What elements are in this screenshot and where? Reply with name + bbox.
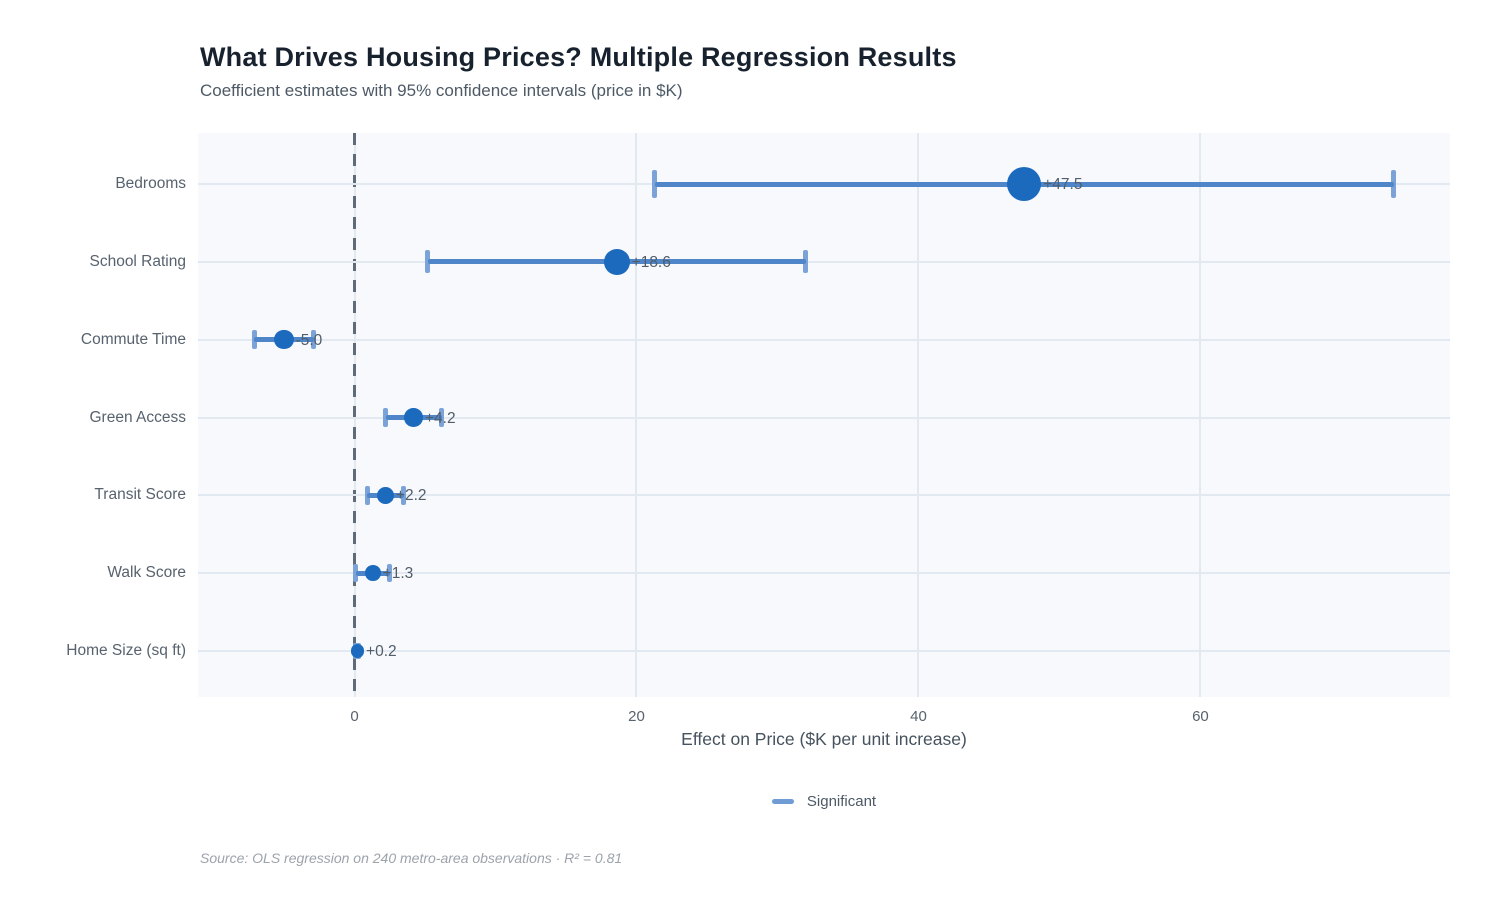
estimate-value-label: +2.2 [395,487,427,505]
x-axis-tick-label: 20 [628,708,645,725]
x-axis-tick-label: 40 [910,708,927,725]
estimate-value-label: -5.0 [295,331,323,349]
confidence-interval-cap [803,250,809,274]
estimate-value-label: +1.3 [382,565,414,583]
estimate-dot [1007,166,1042,202]
y-axis-category-label: Green Access [89,408,187,426]
gridline-horizontal [198,650,1450,652]
estimate-value-label: +4.2 [424,409,456,427]
gridline-horizontal [198,416,1450,419]
y-axis-category-label: Bedrooms [115,175,186,192]
confidence-interval-cap [387,564,393,583]
legend-label: Significant [806,793,877,810]
plot-area: +47.5 +18.6 -5.0 +4.2 +2.2 +1.3 +0.2 [198,133,1450,697]
estimate-value-label: +18.6 [631,253,671,271]
gridline-horizontal [198,494,1450,497]
estimate-dot [377,486,394,504]
x-axis-tick-label: 60 [1192,708,1209,725]
estimate-dot [404,408,423,427]
confidence-interval-cap [311,329,317,350]
estimate-dot [603,248,630,275]
legend: Significant [198,793,1450,810]
x-axis-tick-label: 0 [350,708,359,725]
chart-title: What Drives Housing Prices? Multiple Reg… [200,42,957,72]
x-axis-title: Effect on Price ($K per unit increase) [681,729,967,749]
gridline-vertical [1199,133,1202,697]
y-axis-category-label: School Rating [89,252,186,270]
gridline-horizontal [198,572,1450,575]
confidence-interval-cap [1391,170,1397,198]
zero-reference-line [353,133,356,697]
y-axis-category-label: Walk Score [107,564,186,582]
y-axis-category-label: Home Size (sq ft) [66,642,186,659]
estimate-dot [274,330,294,350]
estimate-value-label: +47.5 [1043,176,1083,193]
estimate-dot [350,644,365,658]
chart-subtitle: Coefficient estimates with 95% confidenc… [200,81,683,100]
source-note: Source: OLS regression on 240 metro-area… [200,850,623,866]
y-axis-category-label: Commute Time [80,330,186,348]
gridline-horizontal [198,260,1450,263]
estimate-value-label: +0.2 [366,643,397,660]
gridline-vertical [917,133,920,697]
gridline-horizontal [198,338,1450,341]
confidence-interval-cap [401,486,407,505]
significant-legend-swatch-icon [771,799,794,804]
y-axis-category-label: Transit Score [94,486,186,504]
estimate-dot [365,565,381,581]
confidence-interval-cap [439,407,445,428]
gridline-vertical [635,133,638,697]
